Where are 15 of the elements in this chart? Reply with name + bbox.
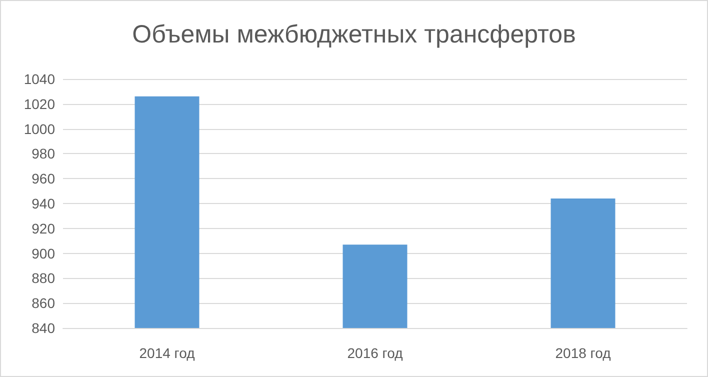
y-tick-label: 1000 [24, 120, 56, 137]
y-tick-label: 900 [32, 245, 56, 262]
x-tick-label: 2014 год [139, 345, 195, 361]
chart-title: Объемы межбюджетных трансфертов [132, 20, 576, 48]
y-tick-label: 880 [32, 270, 56, 286]
y-tick-label: 980 [32, 146, 56, 162]
x-tick-label: 2016 год [347, 345, 403, 361]
y-tick-label: 940 [32, 196, 56, 212]
y-tick-label: 860 [32, 295, 56, 312]
y-tick-label: 920 [32, 220, 56, 236]
y-tick-label: 1020 [24, 96, 56, 112]
x-tick-label: 2018 год [555, 345, 611, 361]
y-tick-label: 840 [32, 320, 56, 336]
y-tick-label: 1040 [24, 71, 56, 87]
y-tick-label: 960 [32, 170, 56, 187]
